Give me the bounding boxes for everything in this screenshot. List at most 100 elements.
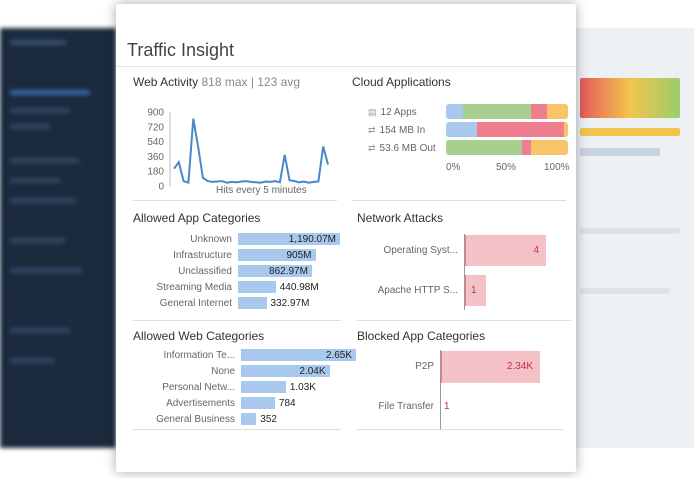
category-bar [441,351,540,383]
category-value: 332.97M [270,298,310,309]
cloud-x-tick-100: 100% [544,162,570,173]
category-value: 862.97M [269,266,308,277]
web-activity-x-label: Hits every 5 minutes [216,185,307,196]
category-bar [241,397,275,409]
web-activity-line [173,118,329,185]
category-value: 905M [286,250,312,261]
category-value: 2.34K [506,361,533,372]
traffic-insight-card: Traffic Insight Web Activity 818 max | 1… [116,4,576,472]
blocked-app-axis [440,350,441,430]
cloud-app-row-label: ▤ 12 Apps [368,107,417,118]
cloud-app-segment [476,122,565,137]
category-label: None [211,366,235,377]
web-activity-summary: 818 max | 123 avg [201,75,300,89]
background-bar [580,128,680,136]
category-bar [238,265,312,277]
category-label: Streaming Media [156,282,232,293]
allowed-web-categories-title: Allowed Web Categories [133,329,265,343]
category-bar [238,297,267,309]
category-label: Operating Syst... [383,244,458,256]
background-nav-item [10,328,70,333]
y-tick-label: 720 [147,122,164,133]
section-divider [357,320,571,321]
category-label: Information Te... [163,350,235,361]
category-bar [241,413,257,425]
category-label: General Internet [159,298,232,309]
web-activity-chart: 900 720 540 360 180 0 [147,108,329,193]
card-title: Traffic Insight [127,40,235,60]
background-nav-item [10,178,60,183]
background-nav-item [10,238,65,243]
category-label: Infrastructure [173,250,232,261]
section-divider [352,200,566,201]
category-bar [241,365,330,377]
cloud-app-segment [564,122,568,137]
transfer-out-icon: ⇄ [368,143,376,153]
network-attacks-title: Network Attacks [357,211,444,225]
category-value: 4 [533,244,539,256]
cloud-app-segment [446,122,477,137]
background-panel [576,28,694,448]
category-bar [241,381,286,393]
apps-icon: ▤ [368,107,377,117]
cloud-app-row-text: 53.6 MB Out [379,143,436,155]
category-value: 2.04K [299,366,326,377]
cloud-app-segment [446,140,522,155]
category-value: 352 [260,414,277,425]
cloud-app-segment [531,140,568,155]
background-sidebar [0,28,116,448]
category-label: Apache HTTP S... [377,284,458,296]
background-nav-item [10,358,55,363]
category-label: Unknown [190,234,232,245]
background-nav-item [10,90,90,95]
category-value: 1 [471,284,477,296]
category-bar [238,281,276,293]
cloud-app-segment [463,104,532,119]
cloud-app-segment [446,104,464,119]
background-nav-item [10,198,76,203]
y-tick-label: 540 [147,137,164,148]
category-bar [238,233,340,245]
background-nav-item [10,268,82,273]
category-label: Advertisements [166,398,235,409]
category-label: P2P [415,361,434,372]
cloud-app-segment [547,104,568,119]
background-bar [580,288,670,294]
y-tick-label: 900 [147,108,164,119]
y-tick-label: 0 [158,182,164,193]
transfer-in-icon: ⇄ [368,125,376,135]
cloud-applications-title: Cloud Applications [352,75,451,89]
category-label: File Transfer [378,401,434,412]
y-tick-label: 180 [147,167,164,178]
category-value: 2.65K [325,350,352,361]
cloud-app-segment [531,104,548,119]
cloud-x-tick-0: 0% [446,162,461,173]
cloud-app-segment [521,140,532,155]
web-activity-title: Web Activity 818 max | 123 avg [133,75,300,89]
web-activity-title-text: Web Activity [133,75,199,89]
category-value: 1.03K [289,382,316,393]
cloud-x-tick-50: 50% [496,162,517,173]
cloud-app-row-label: ⇄ 154 MB In [368,125,425,136]
cloud-app-row-text: 154 MB In [379,125,426,137]
background-bar [580,148,660,156]
background-chart [580,78,680,118]
section-divider [133,320,341,321]
background-bar [580,228,680,234]
category-label: General Business [156,414,235,425]
background-nav-item [10,108,70,113]
background-nav-item [10,158,80,163]
section-divider [357,429,563,430]
cloud-app-row-text: 12 Apps [380,107,417,119]
section-divider [133,429,341,430]
network-attacks-axis [464,234,465,310]
category-label: Personal Netw... [162,382,235,393]
background-nav-item [10,40,66,45]
title-divider [116,66,576,67]
allowed-app-categories-title: Allowed App Categories [133,211,261,225]
category-value: 1 [444,401,450,412]
background-nav-item [10,124,50,129]
cloud-app-row-label: ⇄ 53.6 MB Out [368,143,436,154]
category-bar [465,275,486,306]
category-label: Unclassified [178,266,232,277]
